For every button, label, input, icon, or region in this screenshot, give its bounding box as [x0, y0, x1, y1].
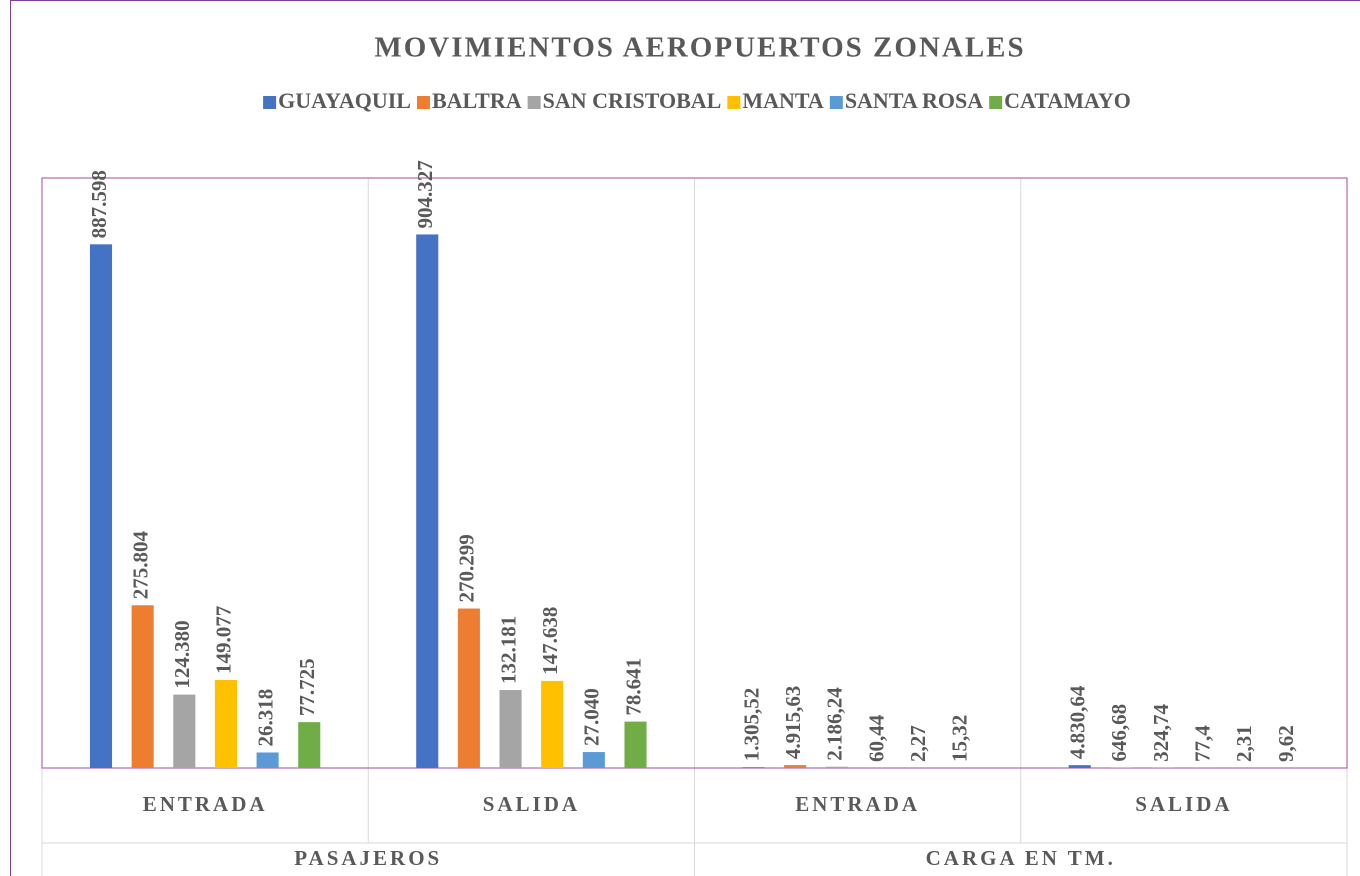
bar: [784, 765, 807, 768]
data-label: 15,32: [948, 715, 972, 762]
chart-title: MOVIMIENTOS AEROPUERTOS ZONALES: [374, 32, 1025, 64]
data-label: 270.299: [455, 534, 479, 602]
legend-swatch: [416, 96, 430, 109]
bar: [214, 680, 237, 768]
bar: [582, 752, 605, 768]
data-label: 275.804: [128, 531, 152, 600]
legend-label: CATAMAYO: [1004, 88, 1131, 113]
data-label: 887.598: [87, 170, 111, 238]
data-label: 26.318: [253, 689, 277, 747]
x-group-label: PASAJEROS: [294, 846, 442, 870]
data-label: 9,62: [1274, 725, 1298, 762]
data-label: 1.305,52: [739, 688, 763, 762]
data-label: 904.327: [413, 160, 437, 228]
data-label: 147.638: [538, 607, 562, 675]
bar: [624, 721, 647, 768]
data-label: 124.380: [170, 620, 194, 688]
x-tick-label: ENTRADA: [143, 792, 268, 816]
bar: [1068, 765, 1091, 768]
data-label: 4.830,64: [1066, 685, 1090, 759]
bar: [457, 608, 480, 768]
data-label: 4.915,63: [781, 686, 805, 760]
data-label: 2,31: [1232, 725, 1256, 762]
x-group-label: CARGA EN TM.: [926, 846, 1116, 870]
bar: [499, 690, 522, 768]
legend-label: BALTRA: [432, 88, 522, 113]
data-label: 77.725: [295, 658, 319, 716]
data-label: 149.077: [212, 606, 236, 674]
data-label: 2.186,24: [823, 687, 847, 761]
data-label: 78.641: [621, 658, 645, 716]
data-label: 132.181: [496, 616, 520, 684]
legend-swatch: [727, 96, 741, 109]
data-label: 77,4: [1191, 725, 1215, 762]
legend-label: GUAYAQUIL: [278, 88, 411, 113]
legend-swatch: [527, 96, 541, 109]
legend-swatch: [829, 96, 843, 109]
bar: [298, 722, 321, 768]
bar: [131, 605, 154, 768]
legend-swatch: [989, 96, 1003, 109]
data-label: 27.040: [580, 688, 604, 746]
data-label: 324,74: [1149, 704, 1173, 762]
x-tick-label: ENTRADA: [795, 792, 920, 816]
data-label: 60,44: [864, 714, 888, 762]
data-label: 646,68: [1107, 704, 1131, 762]
plot-area: [41, 177, 1348, 769]
data-label: 2,27: [906, 725, 930, 762]
legend-swatch: [263, 96, 277, 109]
bar: [173, 694, 196, 768]
bar: [89, 244, 113, 768]
bar: [825, 766, 848, 768]
bar: [541, 680, 564, 768]
x-tick-label: SALIDA: [483, 792, 580, 816]
bar: [256, 752, 279, 768]
bar: [416, 234, 439, 768]
bar: [742, 767, 765, 768]
chart-border: [10, 0, 1360, 876]
legend-label: SANTA ROSA: [845, 88, 983, 113]
x-tick-label: SALIDA: [1135, 792, 1232, 816]
legend-label: MANTA: [742, 88, 824, 113]
legend-label: SAN CRISTOBAL: [543, 88, 722, 113]
